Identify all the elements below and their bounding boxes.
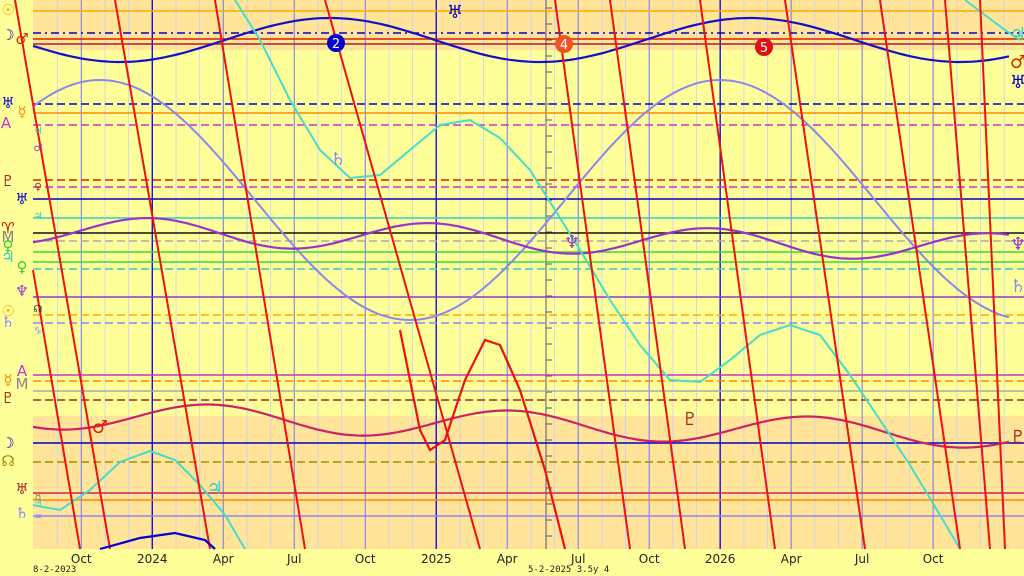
moon-transit-line [14, 0, 111, 550]
left-planet-glyph: M [2, 228, 15, 246]
phase-marker [555, 35, 573, 53]
x-tick-label: Oct [923, 552, 944, 566]
right-planet-glyph: ♃ [1010, 24, 1024, 45]
phase-marker [327, 34, 345, 52]
left-planet-glyph: ♄ [15, 504, 28, 522]
phase-marker-label: 2 [332, 37, 340, 52]
moon-transit-line [214, 0, 306, 550]
left-planet-glyph: ☊ [34, 304, 43, 315]
jupiter-path [234, 0, 961, 550]
inline-planet-glyph: ♃ [207, 478, 223, 499]
jupiter-path [964, 0, 1021, 41]
left-planet-glyph: ☽ [1, 26, 14, 44]
x-tick-label: Jul [286, 552, 301, 566]
inline-planet-glyph: ♆ [564, 232, 580, 253]
left-planet-glyph: ♆ [15, 282, 28, 300]
x-tick-label: Oct [71, 552, 92, 566]
right-planet-glyph: ♄ [1010, 276, 1024, 297]
moon-transit-line [699, 0, 776, 550]
left-planet-glyph: ♒ [34, 512, 43, 523]
left-planet-glyph: ♃ [34, 497, 43, 508]
moon-transit-line [114, 0, 211, 550]
neptune-path [32, 217, 1010, 260]
mars-loop-path [398, 329, 567, 550]
shaded-band [33, 416, 1024, 549]
left-planet-glyph: ☊ [1, 452, 14, 470]
moon-transit-line [979, 0, 1006, 550]
x-tick-label: 2024 [137, 552, 168, 566]
left-planet-glyph: ♑ [34, 326, 43, 337]
left-planet-glyph: ♃ [34, 211, 43, 222]
moon-transit-line [944, 0, 991, 550]
right-planet-glyph: ♇ [1010, 427, 1024, 448]
x-tick-label: Jul [854, 552, 869, 566]
saturn-path [32, 78, 1010, 322]
left-planet-glyph: ♃ [34, 126, 43, 137]
left-planet-glyph: ♉ [34, 492, 43, 503]
footer-center-info: 5-2-2025 3.5y 4 [528, 565, 610, 575]
left-planet-glyph: ☿ [3, 371, 12, 389]
x-tick-label: Apr [213, 552, 234, 566]
x-tick-label: Jul [570, 552, 585, 566]
shaded-band [33, 0, 1024, 50]
uranus-path [32, 16, 1010, 64]
left-planet-glyph: ♈ [1, 219, 14, 237]
left-planet-glyph: ♇ [1, 172, 14, 190]
x-tick-label: Oct [355, 552, 376, 566]
left-planet-glyph: A [17, 362, 28, 380]
left-planet-glyph: ♅ [15, 480, 28, 498]
left-planet-glyph: ☉ [1, 302, 14, 320]
x-tick-label: 2026 [705, 552, 736, 566]
left-planet-glyph: ♄ [1, 313, 14, 331]
x-tick-label: Apr [781, 552, 802, 566]
right-planet-glyph: ♆ [1010, 234, 1024, 255]
phase-marker [755, 38, 773, 56]
left-planet-glyph: ♀ [3, 237, 14, 255]
moon-transit-line [32, 269, 81, 550]
moon-transit-line [554, 0, 631, 550]
inline-planet-glyph: ♂ [92, 417, 108, 438]
left-planet-glyph: ♅ [1, 94, 14, 112]
left-planet-glyph: ☿ [17, 103, 26, 121]
left-planet-glyph: ♀ [34, 182, 41, 193]
moon-arc [99, 531, 216, 551]
left-planet-glyph: ♅ [15, 190, 28, 208]
left-planet-glyph: ♀ [17, 258, 28, 276]
moon-transit-line [784, 0, 866, 550]
moon-transit-line [609, 0, 686, 550]
moon-transit-line [879, 0, 961, 550]
left-planet-glyph: ☉ [1, 1, 14, 19]
left-planet-glyph: M [16, 375, 29, 393]
footer-start-date: 8-2-2023 [33, 565, 77, 575]
x-tick-label: Oct [639, 552, 660, 566]
left-planet-glyph: ♃ [1, 248, 14, 266]
right-planet-glyph: ♂ [1010, 52, 1024, 73]
inline-planet-glyph: ♄ [330, 149, 346, 170]
moon-transit-line [324, 0, 481, 550]
inline-planet-glyph: ♅ [447, 2, 463, 23]
jupiter-path [32, 449, 246, 550]
phase-marker-label: 4 [560, 38, 568, 53]
left-planet-glyph: A [1, 114, 12, 132]
right-planet-glyph: ♅ [1010, 72, 1024, 93]
phase-marker-label: 5 [760, 41, 768, 56]
inline-planet-glyph: ♇ [682, 409, 698, 430]
left-planet-glyph: ♇ [1, 389, 14, 407]
left-planet-glyph: ♂ [15, 30, 28, 48]
x-tick-label: Apr [497, 552, 518, 566]
left-planet-glyph: ♂ [34, 143, 43, 154]
x-tick-label: 2025 [421, 552, 452, 566]
left-planet-glyph: ☽ [1, 434, 14, 452]
